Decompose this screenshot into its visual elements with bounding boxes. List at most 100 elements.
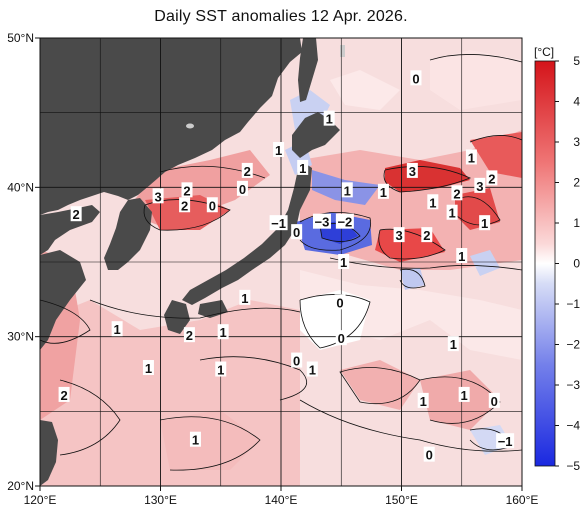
contour-label: 1 <box>220 325 227 340</box>
x-tick-label: 160°E <box>506 493 539 507</box>
contour-label-bg <box>423 446 435 462</box>
colorbar-tick-label: 2 <box>573 176 580 190</box>
contour-label: 2 <box>244 164 251 179</box>
colorbar-tick-label: 1 <box>573 216 580 230</box>
contour-label-bg <box>312 213 331 229</box>
contour-label-bg <box>179 197 191 213</box>
contour-label: 1 <box>192 433 199 448</box>
contour-label: 1 <box>468 150 475 165</box>
x-tick-label: 120°E <box>24 493 57 507</box>
anomaly-patches <box>40 50 522 486</box>
contour-label: 1 <box>340 255 347 270</box>
contour-label-bg <box>334 294 346 310</box>
contour-label-bg <box>335 330 347 346</box>
contour-label: −1 <box>498 434 513 449</box>
contour-label: 1 <box>241 291 248 306</box>
contour-label: 0 <box>426 448 433 463</box>
contour-label-bg <box>377 183 389 199</box>
colorbar-tick-label: −5 <box>566 459 580 473</box>
contour-label: 1 <box>344 183 351 198</box>
colorbar-unit-label: [°C] <box>534 45 554 59</box>
colorbar-ticks: 5 4 3 2 1 0 −1 −2 −3 −4 −5 <box>555 54 580 473</box>
contour-label-bg <box>297 159 309 175</box>
contour-label: −3 <box>315 215 330 230</box>
land-taiwan <box>40 420 58 486</box>
colorbar-tick-label: −3 <box>566 378 580 392</box>
contour-label: 1 <box>380 185 387 200</box>
contour-label-bg <box>241 162 253 178</box>
contour-label-bg <box>239 289 251 305</box>
land-small-island <box>340 45 345 57</box>
contour-label-bg <box>269 215 288 231</box>
contour-label-bg <box>479 215 491 231</box>
contour-label: 0 <box>338 331 345 346</box>
colorbar: [°C] 5 4 3 2 1 0 −1 −2 −3 −4 −5 <box>534 45 580 473</box>
colorbar-tick-label: −4 <box>566 419 580 433</box>
contour-label-bg <box>410 70 422 86</box>
contour-label: 2 <box>73 207 80 222</box>
contour-label-bg <box>456 248 468 264</box>
contour-label-bg <box>393 227 405 243</box>
contour-label: 0 <box>209 198 216 213</box>
land-china-coast <box>40 205 100 255</box>
contour-label-bg <box>291 352 303 368</box>
contour-label: 1 <box>275 143 282 158</box>
contour-label-bg <box>236 180 248 196</box>
contour-label: 1 <box>217 363 224 378</box>
contour-label: 1 <box>429 195 436 210</box>
colorbar-tick-label: −1 <box>566 297 580 311</box>
contour-label: 2 <box>488 171 495 186</box>
contour-label-bg <box>181 182 193 198</box>
warm-anomaly-region <box>340 360 420 410</box>
colorbar-tick-label: 3 <box>573 135 580 149</box>
contour-label: 0 <box>293 354 300 369</box>
contour-label: −1 <box>271 216 286 231</box>
contour-label-bg <box>465 149 477 165</box>
contour-label: 1 <box>145 361 152 376</box>
contour-label: 0 <box>239 182 246 197</box>
contour-label-bg <box>335 213 354 229</box>
contour-label: 2 <box>453 186 460 201</box>
x-tick-label: 150°E <box>385 493 418 507</box>
contour-label: 0 <box>293 225 300 240</box>
contour-label-bg <box>486 170 498 186</box>
contour-label: 3 <box>409 164 416 179</box>
contour-label-bg <box>189 431 201 447</box>
contour-label-bg <box>58 386 70 402</box>
neutral-anomaly-region <box>300 270 522 360</box>
y-tick-label: 50°N <box>7 31 34 45</box>
contour-label: 1 <box>458 249 465 264</box>
contour-label-bg <box>496 433 515 449</box>
contour-label: 3 <box>476 179 483 194</box>
contour-label: 1 <box>420 394 427 409</box>
contour-label-bg <box>273 142 285 157</box>
y-tick-label: 30°N <box>7 330 34 344</box>
contour-label: 0 <box>336 295 343 310</box>
contour-label-bg <box>152 188 164 204</box>
contour-label: 2 <box>423 228 430 243</box>
contour-label: −2 <box>337 215 352 230</box>
contour-label-bg <box>341 182 353 198</box>
longitude-axis: 120°E 130°E 140°E 150°E 160°E <box>24 486 539 507</box>
contour-label-bg <box>446 204 458 220</box>
contour-label-bg <box>142 360 154 376</box>
warm-anomaly-region <box>470 132 522 178</box>
y-tick-label: 20°N <box>7 479 34 493</box>
colorbar-tick-label: 0 <box>573 257 580 271</box>
land-shandong <box>40 250 86 350</box>
contour-label-bg <box>474 177 486 193</box>
contour-label-bg <box>111 321 123 337</box>
contour-label-bg <box>488 392 500 408</box>
contour-label: 3 <box>154 189 161 204</box>
contour-label-bg <box>458 386 470 402</box>
contour-label-bg <box>306 361 318 377</box>
contour-label-bg <box>291 224 303 240</box>
neutral-anomaly-region <box>330 70 400 110</box>
land-korean-peninsula <box>104 198 152 270</box>
colorbar-tick-label: −2 <box>566 338 580 352</box>
y-tick-label: 40°N <box>7 180 34 194</box>
contour-label-bg <box>215 361 227 377</box>
contour-label: 2 <box>181 198 188 213</box>
colorbar-tick-label: 4 <box>573 95 580 109</box>
